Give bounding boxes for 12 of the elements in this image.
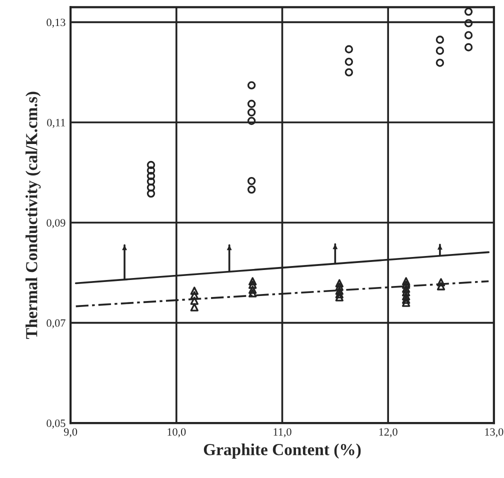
x-tick-label: 12,0: [379, 428, 398, 438]
x-tick-label: 13,0: [485, 428, 504, 438]
y-axis-title: Thermal Conductivity (cal/K.cm.s): [26, 92, 41, 339]
x-axis-title: Graphite Content (%): [204, 444, 361, 459]
y-tick-label: 0,07: [46, 319, 66, 328]
x-tick-label: 9,0: [64, 428, 78, 438]
y-tick-label: 0,13: [46, 18, 66, 28]
x-tick-label: 10,0: [168, 428, 186, 438]
y-tick-label: 0,11: [47, 118, 66, 128]
y-tick-label: 0,09: [46, 219, 66, 228]
x-tick-label: 11,0: [274, 428, 292, 438]
y-tick-label: 0,05: [46, 419, 66, 429]
